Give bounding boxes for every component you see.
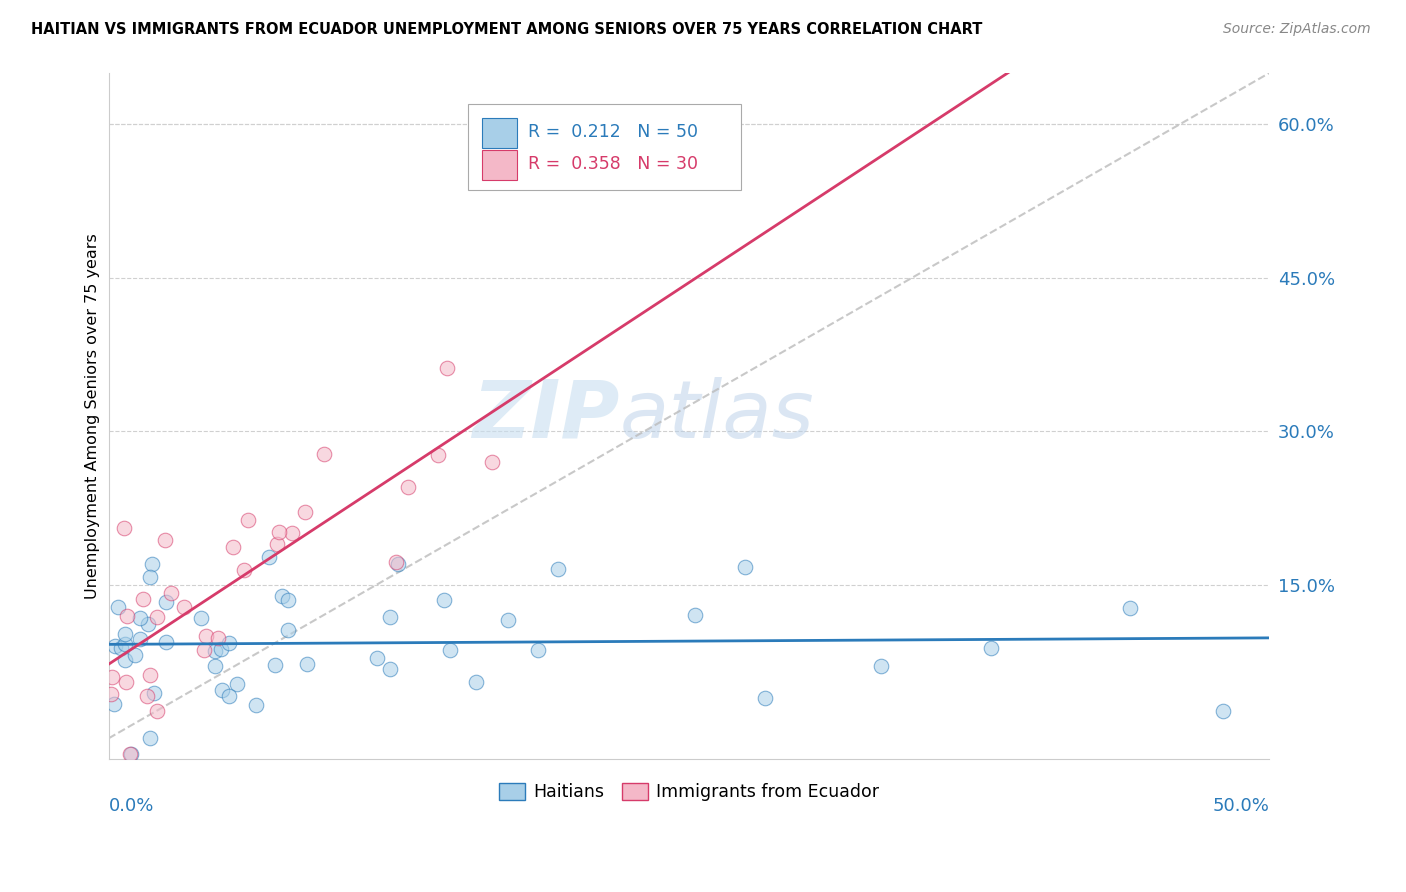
Text: R =  0.358   N = 30: R = 0.358 N = 30 [527,155,697,173]
Point [136,617,159,632]
Point [754,691,776,706]
Point [547,562,569,576]
Point [222,540,245,554]
Point [433,593,456,607]
Text: ZIP: ZIP [472,377,619,455]
Text: 0.0%: 0.0% [108,797,155,814]
Legend: Haitians, Immigrants from Ecuador: Haitians, Immigrants from Ecuador [492,776,886,808]
Point [124,648,146,662]
Point [194,629,217,643]
Point [103,697,125,711]
Point [436,360,458,375]
Point [439,642,461,657]
Point [366,651,388,665]
Point [387,557,409,571]
Text: R =  0.212   N = 50: R = 0.212 N = 50 [527,123,697,141]
Point [141,557,163,571]
Point [120,747,142,761]
Point [129,611,152,625]
Point [159,586,181,600]
Point [114,627,136,641]
Point [218,690,240,704]
Point [193,643,215,657]
Point [312,447,335,461]
Point [1119,601,1142,615]
Point [464,674,486,689]
Text: HAITIAN VS IMMIGRANTS FROM ECUADOR UNEMPLOYMENT AMONG SENIORS OVER 75 YEARS CORR: HAITIAN VS IMMIGRANTS FROM ECUADOR UNEMP… [31,22,983,37]
Point [153,533,176,548]
Point [734,560,756,574]
Point [136,689,159,703]
Point [132,591,155,606]
Point [146,704,169,718]
Y-axis label: Unemployment Among Seniors over 75 years: Unemployment Among Seniors over 75 years [86,233,100,599]
FancyBboxPatch shape [482,118,517,148]
Point [481,454,503,468]
Point [114,637,136,651]
Point [155,595,177,609]
Point [277,623,299,637]
Point [155,635,177,649]
Point [146,610,169,624]
Point [143,686,166,700]
Point [245,698,267,712]
Point [118,747,141,761]
Point [115,609,138,624]
Point [204,644,226,658]
Text: 50.0%: 50.0% [1212,797,1270,814]
Point [267,525,290,540]
Point [115,675,138,690]
Point [129,632,152,646]
Point [385,555,408,569]
Point [226,677,249,691]
FancyBboxPatch shape [482,150,517,180]
Point [110,641,132,656]
Point [236,513,259,527]
Point [527,642,550,657]
Point [218,636,240,650]
Point [139,667,162,681]
Point [139,570,162,584]
Point [107,600,129,615]
Point [204,659,226,673]
Point [280,526,302,541]
Point [209,642,232,657]
Point [114,653,136,667]
Point [426,448,449,462]
Point [173,599,195,614]
Point [980,641,1002,656]
Point [270,589,292,603]
Point [139,731,162,746]
Point [396,480,419,494]
Point [264,658,287,673]
Point [295,657,318,671]
Point [207,631,229,645]
Point [277,593,299,607]
Point [683,607,706,622]
Point [112,521,135,535]
Point [190,610,212,624]
FancyBboxPatch shape [468,103,741,190]
Point [498,613,520,627]
Point [869,659,891,673]
Point [232,563,254,577]
Text: atlas: atlas [619,377,814,455]
Point [380,662,402,676]
Point [1212,704,1234,718]
Point [294,505,316,519]
Point [101,670,124,684]
Point [257,550,280,565]
Point [211,683,233,698]
Point [380,610,402,624]
Point [100,687,122,701]
Text: Source: ZipAtlas.com: Source: ZipAtlas.com [1223,22,1371,37]
Point [104,639,127,653]
Point [266,537,288,551]
